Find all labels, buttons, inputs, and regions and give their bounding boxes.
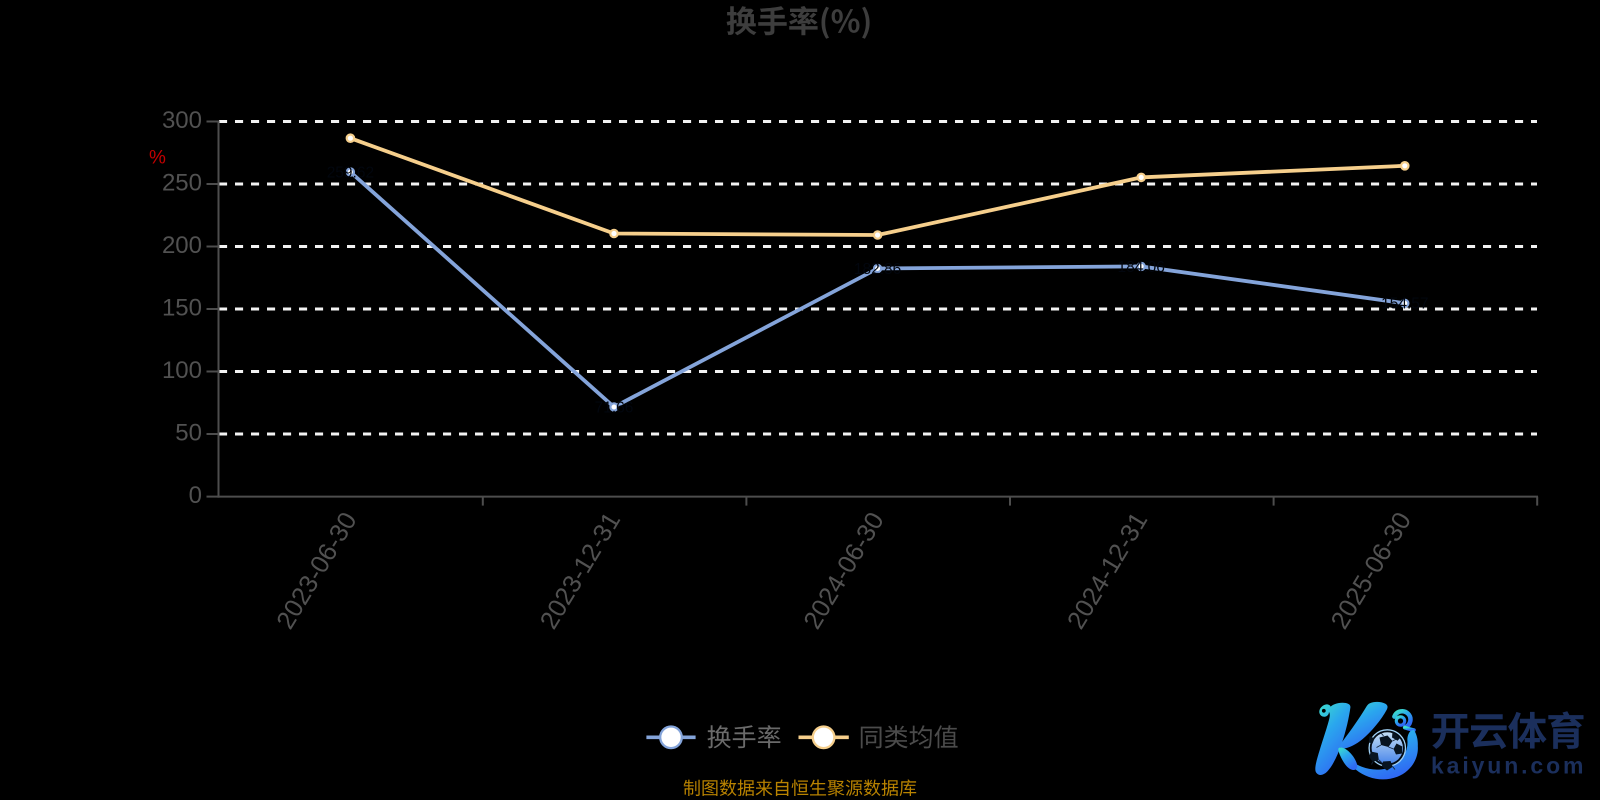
svg-text:184.06: 184.06 [1117,259,1164,276]
svg-text:200: 200 [162,232,202,259]
svg-text:259.62: 259.62 [327,164,374,181]
svg-text:71.66: 71.66 [595,399,634,416]
svg-text:182.86: 182.86 [854,261,901,278]
svg-text:154.57: 154.57 [1381,296,1428,313]
svg-text:150: 150 [162,294,202,321]
svg-text:0: 0 [189,482,202,509]
svg-text:kaiyun.com: kaiyun.com [1431,753,1584,779]
svg-text:%: % [149,148,166,169]
svg-text:250: 250 [162,169,202,196]
svg-text:100: 100 [162,357,202,384]
svg-text:300: 300 [162,107,202,134]
svg-text:50: 50 [175,419,202,446]
